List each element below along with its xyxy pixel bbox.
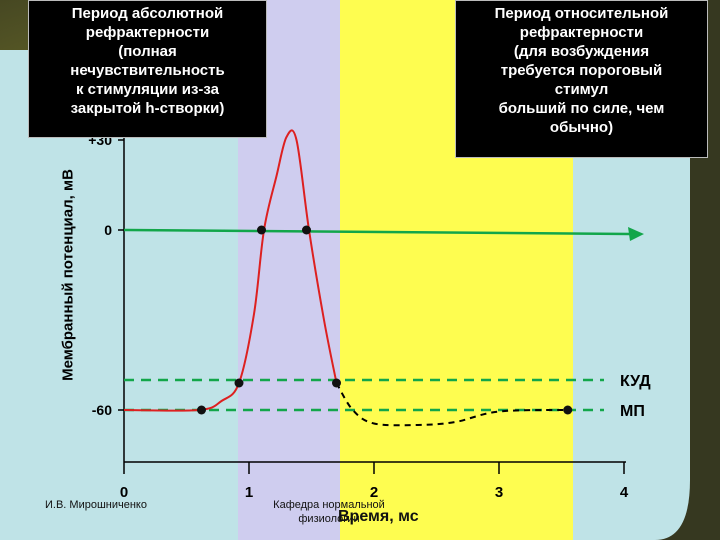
zero-potential-arrow [123, 228, 631, 236]
y-tick-label: -60 [92, 402, 112, 418]
caption-line: закрытой h-створки) [70, 100, 225, 117]
caption-line: рефрактерности [519, 24, 644, 41]
x-ticks: 0 1 2 3 4 [120, 462, 629, 501]
curve-marker-point [197, 405, 206, 415]
y-tick-label: 0 [104, 222, 112, 238]
curve-marker-point [257, 225, 266, 235]
relative-refractory-caption: Период относительной рефрактерности (для… [455, 0, 708, 158]
right-panel [573, 50, 690, 540]
reference-line-label: МП [620, 403, 645, 420]
caption-line: (для возбуждения [513, 43, 650, 60]
department-credit: Кафедра нормальной физиологии [273, 499, 385, 525]
absolute-refractory-caption: Период абсолютной рефрактерности (полная… [28, 0, 267, 138]
caption-line: (полная [118, 43, 177, 60]
marked-points [197, 225, 573, 415]
caption-line: требуется пороговый [500, 62, 663, 79]
curve-marker-point [563, 405, 573, 415]
caption-line: к стимуляции из-за [75, 81, 219, 98]
curve-marker-point [234, 378, 244, 388]
caption-line: Период относительной [494, 5, 669, 22]
left-panel [0, 50, 238, 540]
x-tick-label: 1 [245, 484, 253, 501]
x-tick-label: 0 [120, 484, 128, 501]
y-axis-title: Мембранный потенциал, мВ [59, 169, 77, 381]
caption-line: Период абсолютной [71, 5, 224, 22]
x-tick-label: 2 [370, 484, 378, 501]
hyperpolarization-curve [335, 382, 568, 427]
x-tick-label: 3 [495, 484, 503, 501]
curve-marker-point [302, 225, 311, 235]
caption-line: рефрактерности [85, 24, 210, 41]
caption-line: стимул [554, 81, 609, 98]
arrow-head [628, 227, 644, 241]
curve-marker-point [332, 378, 341, 388]
caption-line: больший по силе, чем [498, 100, 665, 117]
reference-line-labels: КУД МП [620, 373, 651, 420]
caption-line: нечувствительность [70, 62, 225, 79]
reference-line-label: КУД [620, 373, 651, 390]
action-potential-curve [123, 129, 338, 412]
caption-line: обычно) [549, 119, 614, 136]
x-axis-title: Время, мс [338, 508, 419, 525]
reference-lines [123, 227, 644, 412]
x-tick-label: 4 [620, 484, 629, 501]
author-credit: И.В. Мирошниченко [45, 499, 147, 511]
